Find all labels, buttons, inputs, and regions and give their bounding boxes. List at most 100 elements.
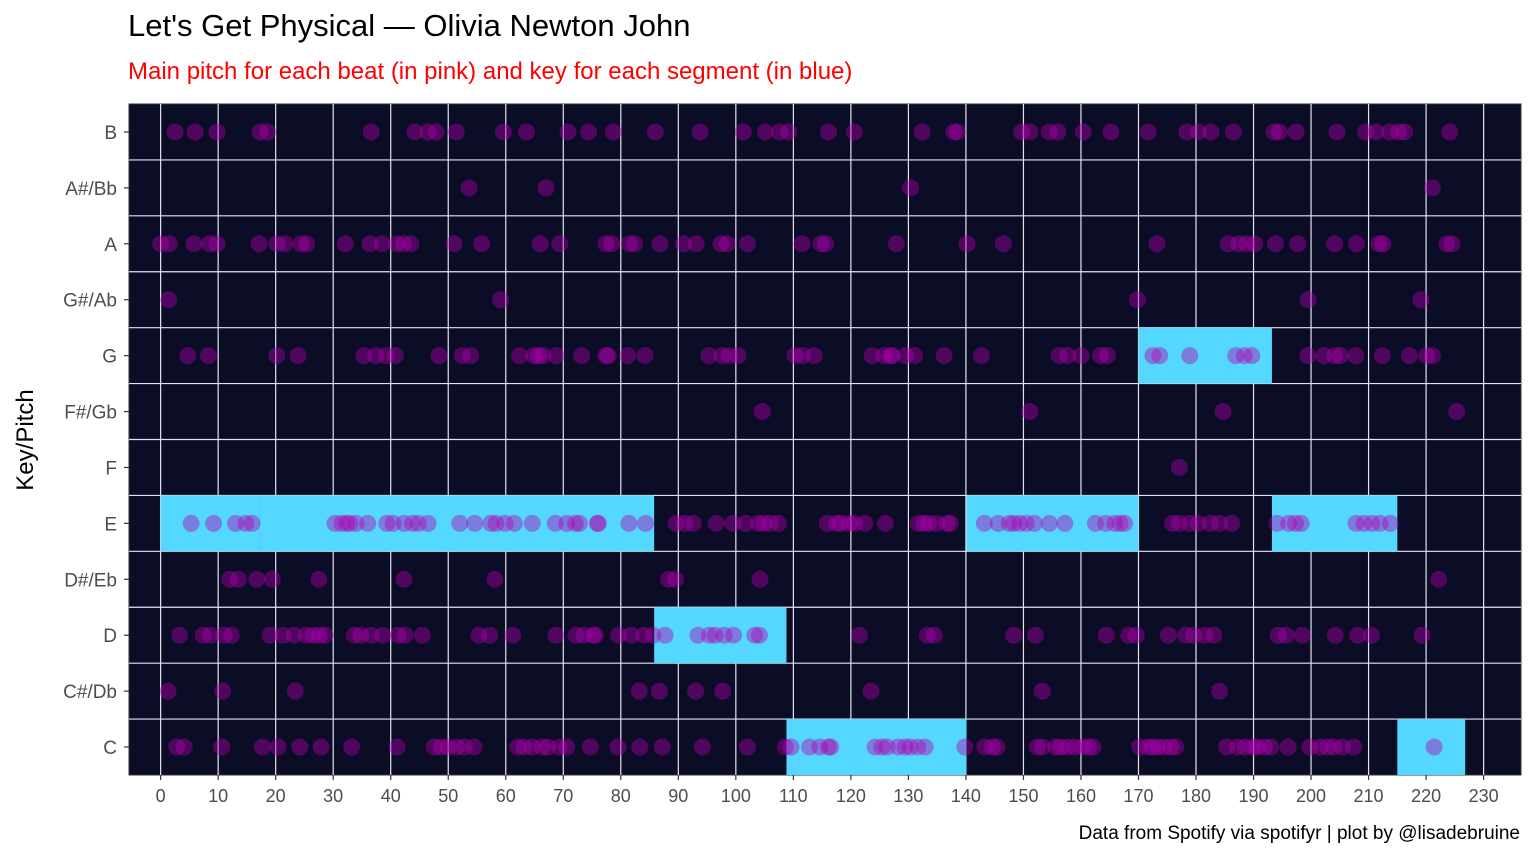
- beat-point-g: [794, 347, 812, 365]
- beat-point-b: [1021, 123, 1039, 141]
- x-tick-label: 70: [553, 786, 573, 806]
- beat-point-b: [1265, 123, 1283, 141]
- beat-point-c: [1236, 738, 1254, 756]
- beat-point-d: [1185, 626, 1203, 644]
- beat-point-d: [274, 626, 292, 644]
- beat-point-e: [818, 514, 836, 532]
- beat-point-a: [1246, 235, 1264, 253]
- beat-point-b: [427, 123, 445, 141]
- beat-point-e: [684, 514, 702, 532]
- beat-point-c: [896, 738, 914, 756]
- beat-point-g: [268, 347, 286, 365]
- beat-point-e: [482, 514, 500, 532]
- beat-point-b: [419, 123, 437, 141]
- beat-point-e: [487, 514, 505, 532]
- beat-point-d: [316, 626, 334, 644]
- beat-point-d: [1349, 626, 1367, 644]
- beat-point-e: [1040, 514, 1058, 532]
- beat-point-gsharp-ab: [492, 291, 510, 309]
- beat-point-csharp-db: [286, 682, 304, 700]
- beat-point-d: [1205, 626, 1223, 644]
- beat-point-a: [793, 235, 811, 253]
- key-segment-c: [786, 719, 967, 775]
- beat-point-a: [361, 235, 379, 253]
- beat-point-c: [1228, 738, 1246, 756]
- beat-point-d: [202, 626, 220, 644]
- beat-point-a: [1266, 235, 1284, 253]
- beat-point-c: [465, 738, 483, 756]
- beat-point-d: [851, 626, 869, 644]
- beat-point-d: [362, 626, 380, 644]
- beat-point-b: [1270, 123, 1288, 141]
- beat-point-e: [1211, 514, 1229, 532]
- beat-point-c: [439, 738, 457, 756]
- beat-point-c: [523, 738, 541, 756]
- beat-point-c: [269, 738, 287, 756]
- beat-point-a: [651, 235, 669, 253]
- beat-point-a: [718, 235, 736, 253]
- beat-point-e: [466, 514, 484, 532]
- beat-point-a: [160, 235, 178, 253]
- beat-point-c: [631, 738, 649, 756]
- beat-point-b: [580, 123, 598, 141]
- beat-point-c: [1051, 738, 1069, 756]
- x-axis-ticks: 0 10 20 30 40 50 60 70 80 90 100 110 120 130 140 150 160…: [156, 775, 1499, 806]
- beat-point-b: [1287, 123, 1305, 141]
- beat-point-a: [402, 235, 420, 253]
- beat-point-g: [179, 347, 197, 365]
- beat-point-a: [603, 235, 621, 253]
- beat-point-d: [689, 626, 707, 644]
- beat-point-c: [168, 738, 186, 756]
- beat-point-e: [637, 514, 655, 532]
- beat-point-c: [425, 738, 443, 756]
- beat-point-e: [1005, 514, 1023, 532]
- beat-point-d: [215, 626, 233, 644]
- x-tick-label: 150: [1008, 786, 1038, 806]
- beat-point-csharp-db: [214, 682, 232, 700]
- beat-point-g: [729, 347, 747, 365]
- beat-point-c: [1155, 738, 1173, 756]
- beat-point-a: [1230, 235, 1248, 253]
- beat-point-e: [667, 514, 685, 532]
- beat-point-c: [873, 738, 891, 756]
- beat-point-d: [1277, 626, 1295, 644]
- beat-point-c: [1162, 738, 1180, 756]
- beat-point-b: [913, 123, 931, 141]
- beat-point-c: [1033, 738, 1051, 756]
- beat-point-c: [653, 738, 671, 756]
- beat-point-d: [918, 626, 936, 644]
- x-tick-label: 40: [381, 786, 401, 806]
- beat-point-a: [674, 235, 692, 253]
- beat-point-csharp-db: [650, 682, 668, 700]
- x-tick-label: 130: [893, 786, 923, 806]
- beat-point-c: [811, 738, 829, 756]
- beat-point-a: [1438, 235, 1456, 253]
- beat-point-a: [812, 235, 830, 253]
- beat-point-c: [550, 738, 568, 756]
- beat-point-a: [597, 235, 615, 253]
- beat-point-d: [222, 626, 240, 644]
- beat-point-d: [389, 626, 407, 644]
- beat-point-a: [373, 235, 391, 253]
- beat-point-e: [1025, 514, 1043, 532]
- beat-point-c: [909, 738, 927, 756]
- beat-point-c: [693, 738, 711, 756]
- beat-point-e: [205, 514, 223, 532]
- beat-point-e: [1268, 514, 1286, 532]
- beat-point-g: [972, 347, 990, 365]
- beat-point-fsharp-gb: [1214, 403, 1232, 421]
- beat-point-e: [1116, 514, 1134, 532]
- key-segment-e: [160, 495, 260, 552]
- beat-point-e: [395, 514, 413, 532]
- beat-point-e: [588, 514, 606, 532]
- beat-point-g: [1373, 347, 1391, 365]
- beat-point-a: [298, 235, 316, 253]
- beat-point-e: [941, 514, 959, 532]
- beat-point-e: [938, 514, 956, 532]
- beat-point-c: [1148, 738, 1166, 756]
- beat-point-asharp-bb: [902, 179, 920, 197]
- beat-point-gsharp-ab: [1128, 291, 1146, 309]
- beat-point-d: [700, 626, 718, 644]
- y-tick-label-asharp-bb: A#/Bb: [65, 179, 117, 200]
